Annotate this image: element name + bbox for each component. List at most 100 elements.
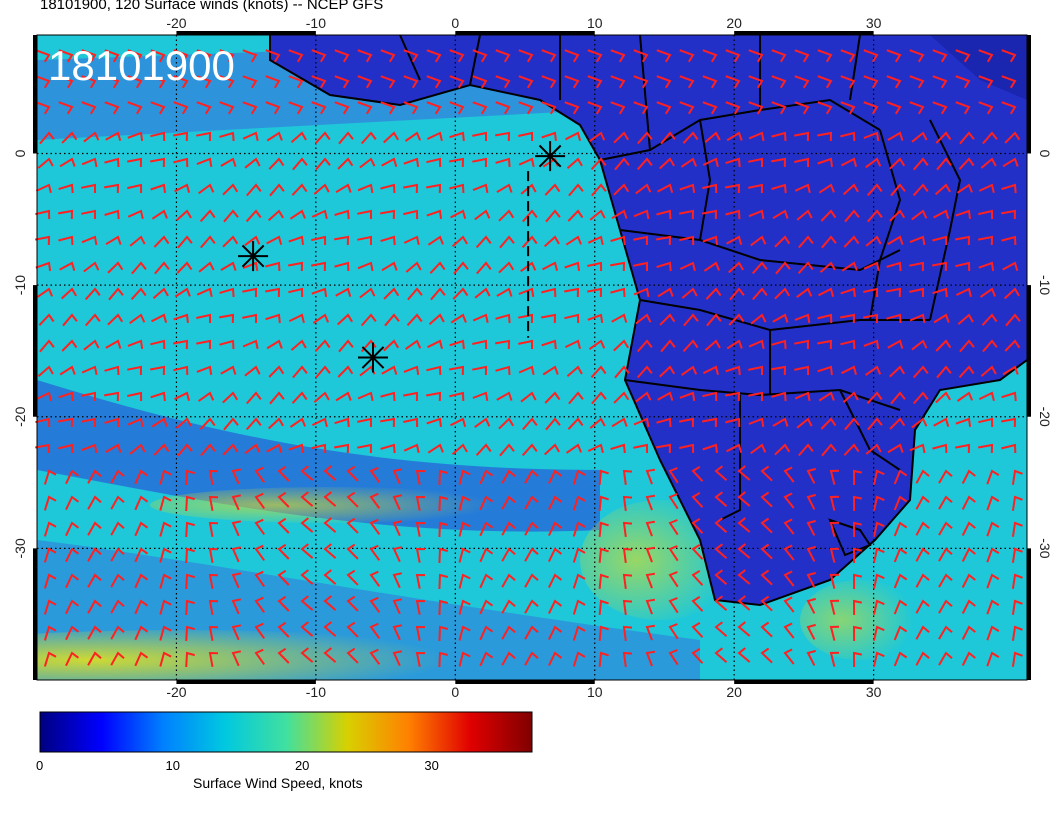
- tick-label-top--10: -10: [306, 15, 326, 31]
- wind-barb: [311, 75, 327, 89]
- wind-barb: [622, 599, 633, 616]
- wind-barb: [1011, 495, 1023, 511]
- wind-barb: [980, 365, 997, 377]
- wind-barb: [598, 495, 609, 512]
- wind-barb: [406, 313, 423, 326]
- wind-barb: [622, 521, 633, 538]
- wind-barb: [863, 287, 879, 298]
- wind-barb: [636, 339, 653, 353]
- wind-barb: [335, 287, 352, 297]
- wind-barb: [449, 391, 465, 402]
- wind-barb: [912, 391, 929, 405]
- wind-barb: [915, 521, 930, 536]
- wind-barb: [867, 417, 883, 431]
- wind-barb: [81, 443, 98, 454]
- wind-barb: [154, 261, 170, 275]
- wind-barb: [219, 131, 235, 142]
- wind-barb: [403, 75, 419, 89]
- wind-barb: [153, 235, 170, 248]
- tick-label-right--30: -30: [1037, 538, 1053, 558]
- wind-barb: [873, 495, 885, 511]
- wind-barb: [199, 209, 216, 223]
- wind-barb: [223, 209, 239, 223]
- wind-barb: [458, 547, 471, 563]
- wind-barb: [636, 157, 653, 171]
- wind-barb: [737, 465, 751, 481]
- wind-barb: [134, 573, 149, 589]
- wind-barb: [660, 339, 676, 353]
- wind-barb: [474, 209, 491, 221]
- wind-barb: [449, 339, 465, 350]
- wind-barb: [380, 235, 396, 246]
- wind-barb: [369, 518, 381, 535]
- wind-barb: [380, 443, 396, 454]
- wind-barb: [288, 75, 304, 89]
- wind-barb: [961, 599, 976, 614]
- wind-barb: [564, 261, 580, 272]
- wind-barb: [520, 391, 537, 403]
- wind-barb: [725, 183, 741, 194]
- colorbar-tick-20: 20: [294, 758, 310, 773]
- wind-barb: [289, 209, 306, 220]
- wind-barb: [453, 261, 469, 275]
- wind-barb: [246, 391, 262, 405]
- wind-barb: [277, 595, 290, 612]
- wind-barb: [682, 131, 699, 144]
- wind-barb: [110, 495, 125, 510]
- wind-barb: [587, 101, 603, 115]
- wind-barb: [381, 365, 398, 375]
- wind-barb: [635, 391, 652, 403]
- wind-barb: [338, 131, 354, 145]
- wind-barb: [403, 235, 420, 246]
- wind-barb: [196, 157, 213, 168]
- wind-barb: [438, 495, 449, 512]
- wind-barb: [311, 209, 328, 220]
- wind-barb: [852, 651, 863, 668]
- wind-barb: [938, 599, 953, 614]
- map-area: [37, 35, 1027, 680]
- wind-barb: [334, 443, 350, 454]
- wind-barb: [267, 209, 284, 222]
- wind-barb: [703, 261, 721, 272]
- wind-barb: [564, 101, 580, 115]
- wind-barb: [541, 49, 557, 63]
- wind-barb: [564, 287, 580, 298]
- wind-barb: [771, 183, 787, 194]
- wind-barb: [771, 49, 787, 63]
- wind-barb: [1001, 75, 1017, 89]
- wind-barb: [277, 569, 290, 586]
- wind-barb: [818, 391, 835, 402]
- wind-barb: [980, 157, 997, 169]
- wind-barb: [59, 157, 76, 168]
- wind-barb: [611, 209, 628, 220]
- wind-barb: [311, 287, 328, 298]
- wind-barb: [127, 101, 143, 115]
- wind-barb: [380, 101, 396, 115]
- wind-barb: [873, 599, 885, 615]
- wind-barb: [315, 157, 331, 171]
- wind-barb: [598, 573, 609, 590]
- wind-barb: [886, 75, 902, 89]
- wind-barb: [1002, 157, 1019, 168]
- wind-barb: [254, 492, 266, 509]
- wind-barb: [231, 494, 242, 511]
- wind-barb: [737, 543, 751, 559]
- wind-barb: [222, 391, 239, 404]
- wind-barb: [645, 468, 656, 485]
- wind-barb: [35, 101, 51, 115]
- wind-barb: [311, 417, 328, 428]
- wind-barb: [277, 465, 290, 482]
- wind-barb: [873, 469, 885, 485]
- tick-label-bottom-20: 20: [726, 684, 742, 700]
- wind-barb: [104, 209, 120, 220]
- wind-barb: [961, 625, 976, 640]
- wind-barb: [572, 469, 586, 485]
- wind-barb: [633, 287, 650, 298]
- wind-barb: [840, 313, 856, 324]
- wind-barb: [887, 339, 904, 349]
- wind-barb: [702, 417, 718, 428]
- wind-barb: [151, 313, 168, 323]
- wind-barb: [702, 443, 718, 454]
- wind-barb: [909, 313, 926, 323]
- wind-barb: [427, 235, 444, 246]
